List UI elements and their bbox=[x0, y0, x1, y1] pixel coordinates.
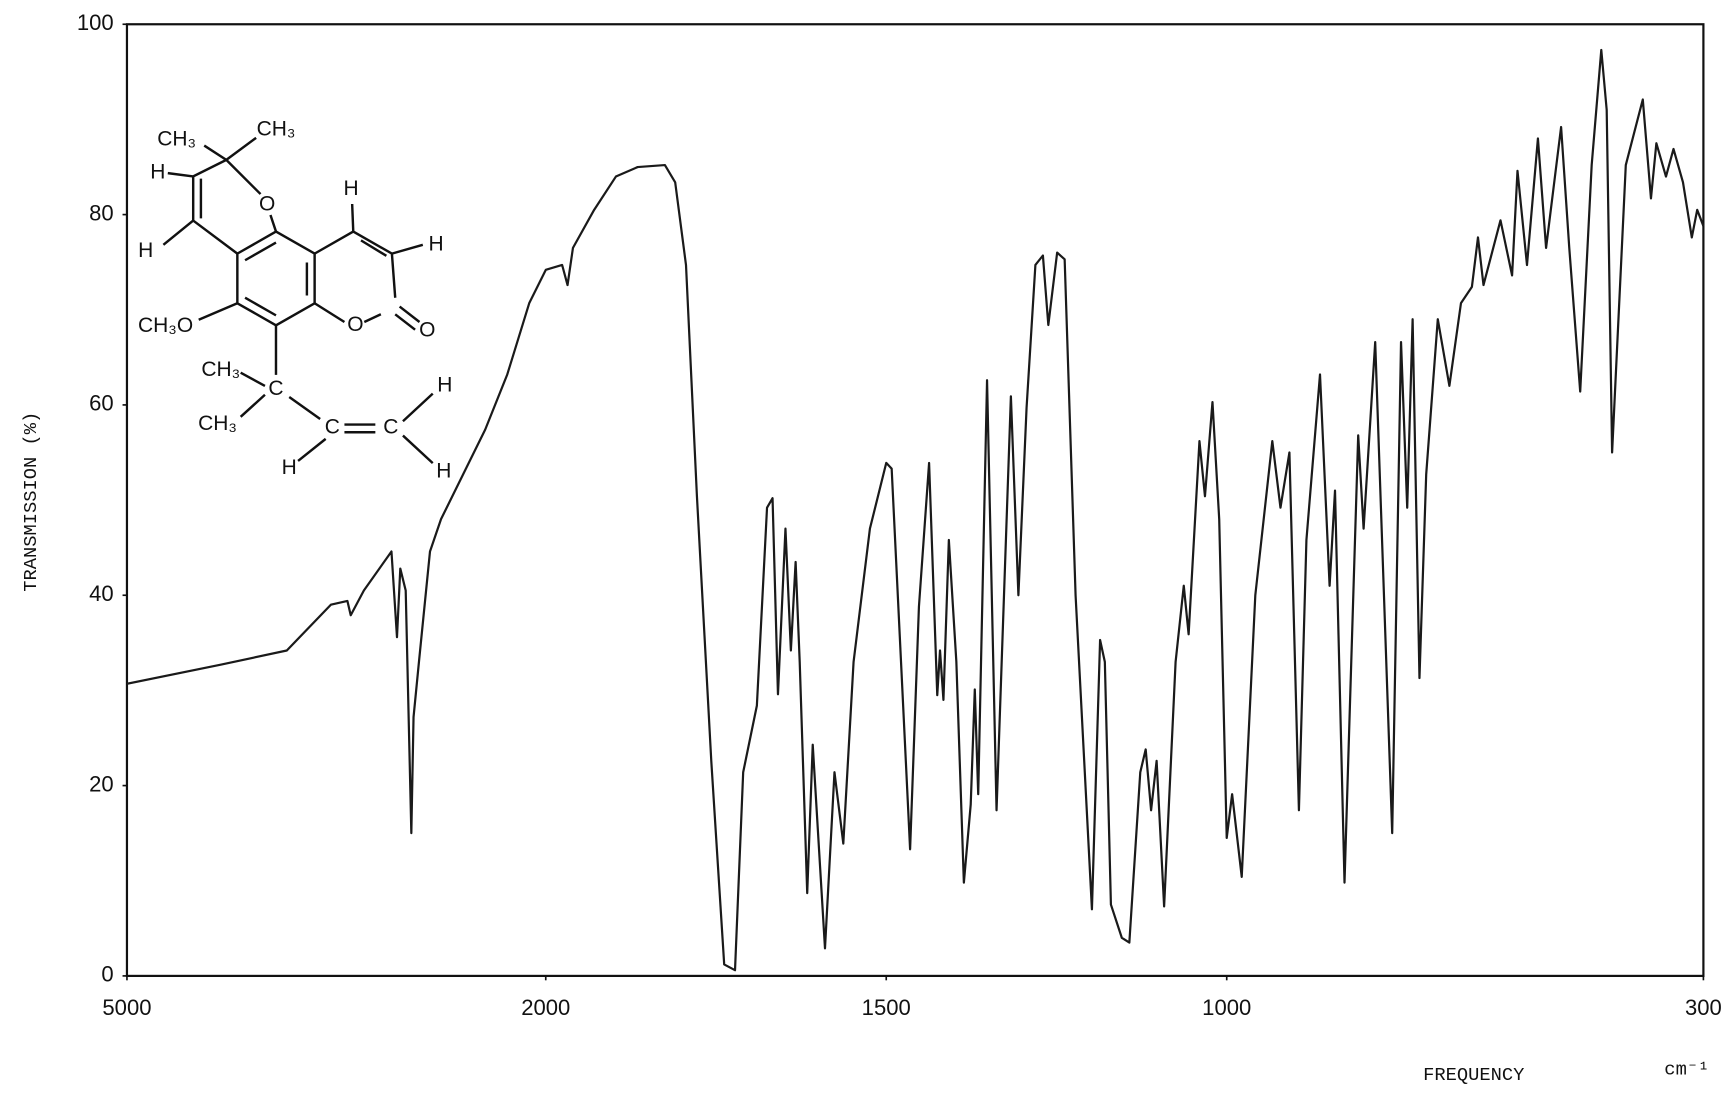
x-tick-label: 1000 bbox=[1202, 995, 1251, 1020]
y-tick-label: 60 bbox=[89, 391, 114, 416]
x-axis-label: FREQUENCY bbox=[1423, 1064, 1524, 1086]
methoxy-bond bbox=[198, 302, 238, 321]
pyranone-ring bbox=[313, 203, 424, 324]
structure-label: CH₃ bbox=[257, 118, 296, 141]
x-tick-label: 300 bbox=[1685, 995, 1722, 1020]
structure: CH₃ CH₃ H H H H O CH₃O O O CH₃ C CH₃ C C… bbox=[138, 118, 452, 483]
structure-label: CH₃ bbox=[157, 128, 196, 151]
y-tick-label: 20 bbox=[89, 771, 114, 796]
structure-label: H bbox=[138, 239, 153, 262]
benzene-ring bbox=[236, 230, 316, 327]
side-chain bbox=[239, 325, 434, 465]
y-tick-label: 40 bbox=[89, 581, 114, 606]
structure-label: CH₃ bbox=[198, 412, 237, 435]
spectrum-line bbox=[126, 48, 1705, 972]
structure-label: H bbox=[436, 460, 451, 483]
carbonyl bbox=[394, 305, 421, 331]
x-tick-label: 1500 bbox=[862, 995, 911, 1020]
y-axis-label: TRANSMISSION (%) bbox=[20, 412, 42, 592]
structure-label: CH₃ bbox=[201, 358, 240, 381]
structure-label: C bbox=[268, 377, 283, 400]
structure-label: C bbox=[383, 415, 398, 438]
x-axis-unit: cm⁻¹ bbox=[1664, 1059, 1709, 1081]
structure-label: H bbox=[150, 161, 165, 184]
plot-frame bbox=[125, 23, 1705, 978]
y-tick-label: 100 bbox=[77, 10, 114, 35]
structure-label: C bbox=[325, 415, 340, 438]
structure-label: O bbox=[259, 193, 275, 216]
x-tick-label: 2000 bbox=[521, 995, 570, 1020]
structure-label: H bbox=[343, 177, 358, 200]
y-tick-label: 80 bbox=[89, 200, 114, 225]
structure-label: CH₃O bbox=[138, 314, 193, 337]
pyran-ring bbox=[162, 136, 278, 255]
structure-label: O bbox=[347, 313, 363, 336]
structure-label: H bbox=[437, 373, 452, 396]
structure-label: H bbox=[282, 456, 297, 479]
structure-label: O bbox=[419, 318, 435, 341]
structure-label: H bbox=[428, 232, 443, 255]
y-tick-label: 0 bbox=[101, 962, 113, 987]
x-tick-label: 5000 bbox=[102, 995, 151, 1020]
